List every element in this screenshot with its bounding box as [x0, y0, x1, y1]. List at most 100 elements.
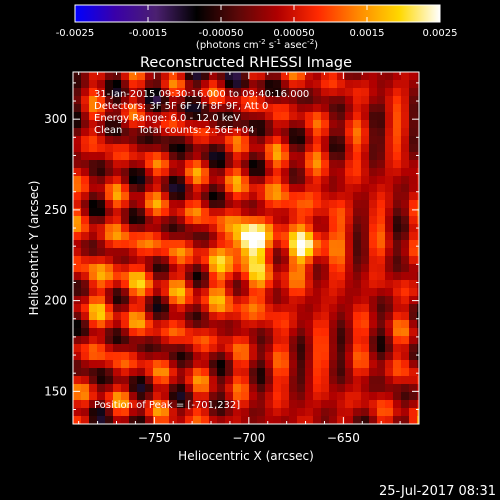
- heatmap-pixel: [161, 152, 170, 161]
- heatmap-pixel: [145, 272, 154, 281]
- heatmap-pixel: [417, 200, 419, 209]
- heatmap-pixel: [225, 392, 234, 401]
- heatmap-pixel: [393, 208, 402, 217]
- heatmap-pixel: [201, 88, 210, 97]
- heatmap-pixel: [345, 200, 354, 209]
- heatmap-pixel: [417, 72, 419, 81]
- heatmap-pixel: [177, 288, 186, 297]
- heatmap-pixel: [257, 200, 266, 209]
- heatmap-pixel: [89, 336, 98, 345]
- heatmap-pixel: [401, 312, 410, 321]
- heatmap-pixel: [185, 80, 194, 89]
- heatmap-pixel: [97, 176, 106, 185]
- heatmap-pixel: [105, 104, 114, 113]
- heatmap-pixel: [241, 96, 250, 105]
- heatmap-pixel: [313, 320, 322, 329]
- heatmap-pixel: [217, 224, 226, 233]
- heatmap-pixel: [377, 208, 386, 217]
- heatmap-pixel: [345, 144, 354, 153]
- heatmap-pixel: [73, 112, 82, 121]
- heatmap-pixel: [73, 416, 82, 424]
- heatmap-pixel: [361, 112, 370, 121]
- heatmap-pixel: [369, 416, 378, 424]
- heatmap-pixel: [153, 144, 162, 153]
- heatmap-pixel: [257, 352, 266, 361]
- heatmap-pixel: [249, 152, 258, 161]
- heatmap-pixel: [169, 384, 178, 393]
- heatmap-pixel: [281, 416, 290, 424]
- heatmap-pixel: [201, 256, 210, 265]
- heatmap-pixel: [265, 288, 274, 297]
- heatmap-pixel: [369, 80, 378, 89]
- heatmap-pixel: [153, 224, 162, 233]
- heatmap-pixel: [249, 248, 258, 257]
- heatmap-pixel: [121, 280, 130, 289]
- heatmap-pixel: [369, 224, 378, 233]
- heatmap-pixel: [369, 136, 378, 145]
- heatmap-pixel: [105, 368, 114, 377]
- heatmap-pixel: [209, 72, 218, 81]
- heatmap-pixel: [225, 144, 234, 153]
- heatmap-pixel: [89, 408, 98, 417]
- heatmap-pixel: [345, 272, 354, 281]
- heatmap-pixel: [393, 248, 402, 257]
- heatmap-pixel: [201, 264, 210, 273]
- heatmap-pixel: [185, 120, 194, 129]
- heatmap-pixel: [121, 408, 130, 417]
- heatmap-pixel: [225, 224, 234, 233]
- heatmap-pixel: [249, 232, 258, 241]
- heatmap-pixel: [265, 128, 274, 137]
- heatmap-pixel: [81, 352, 90, 361]
- heatmap-pixel: [409, 192, 418, 201]
- heatmap-pixel: [81, 336, 90, 345]
- heatmap-pixel: [233, 96, 242, 105]
- heatmap-pixel: [361, 248, 370, 257]
- heatmap-pixel: [417, 304, 419, 313]
- heatmap-pixel: [137, 224, 146, 233]
- heatmap-pixel: [265, 184, 274, 193]
- heatmap-pixel: [169, 136, 178, 145]
- heatmap-pixel: [369, 280, 378, 289]
- heatmap-pixel: [225, 360, 234, 369]
- info-clean-counts: Clean Total counts: 2.56E+04: [94, 125, 254, 136]
- heatmap-pixel: [305, 240, 314, 249]
- heatmap-pixel: [393, 288, 402, 297]
- heatmap-pixel: [113, 176, 122, 185]
- heatmap-pixel: [305, 184, 314, 193]
- heatmap-pixel: [305, 96, 314, 105]
- heatmap-pixel: [97, 104, 106, 113]
- heatmap-pixel: [409, 368, 418, 377]
- heatmap-pixel: [81, 152, 90, 161]
- heatmap-pixel: [249, 160, 258, 169]
- heatmap-pixel: [337, 328, 346, 337]
- heatmap-pixel: [81, 232, 90, 241]
- heatmap-pixel: [281, 384, 290, 393]
- heatmap-pixel: [217, 232, 226, 241]
- heatmap-pixel: [225, 296, 234, 305]
- heatmap-pixel: [161, 344, 170, 353]
- heatmap-pixel: [177, 176, 186, 185]
- heatmap-pixel: [209, 304, 218, 313]
- colorbar-ticks: -0.0025 -0.0015 -0.00050 0.00050 0.0015 0.002…: [56, 5, 458, 39]
- heatmap-pixel: [201, 416, 210, 424]
- heatmap-pixel: [193, 88, 202, 97]
- heatmap-pixel: [233, 264, 242, 273]
- heatmap-pixel: [345, 360, 354, 369]
- heatmap-pixel: [417, 368, 419, 377]
- heatmap-pixel: [153, 80, 162, 89]
- heatmap-pixel: [89, 320, 98, 329]
- heatmap-pixel: [177, 104, 186, 113]
- heatmap-pixel: [241, 344, 250, 353]
- heatmap-pixel: [97, 320, 106, 329]
- heatmap-pixel: [265, 72, 274, 81]
- heatmap-pixel: [233, 136, 242, 145]
- heatmap-pixel: [329, 288, 338, 297]
- heatmap-pixel: [241, 200, 250, 209]
- heatmap-pixel: [241, 192, 250, 201]
- heatmap-pixel: [169, 232, 178, 241]
- heatmap-pixel: [377, 408, 386, 417]
- heatmap-pixel: [297, 328, 306, 337]
- heatmap-pixel: [305, 200, 314, 209]
- heatmap-pixel: [393, 168, 402, 177]
- heatmap-pixel: [137, 320, 146, 329]
